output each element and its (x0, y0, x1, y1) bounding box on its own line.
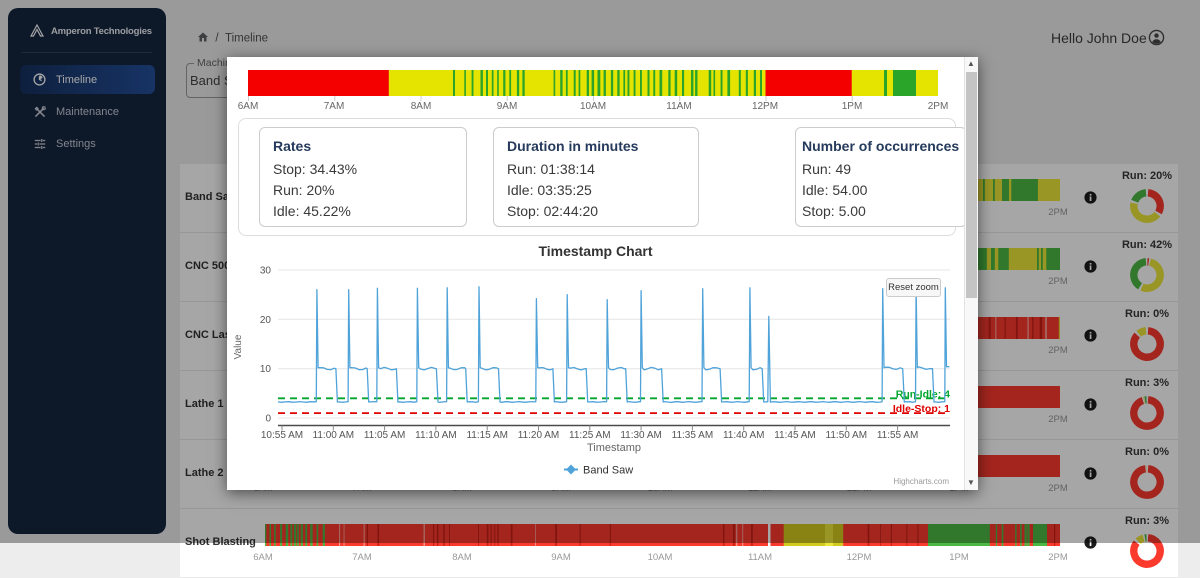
svg-text:10:55 AM: 10:55 AM (261, 430, 303, 441)
svg-text:11:35 AM: 11:35 AM (672, 430, 714, 441)
svg-text:11:40 AM: 11:40 AM (723, 430, 765, 441)
svg-text:30: 30 (260, 266, 272, 277)
svg-text:11:30 AM: 11:30 AM (620, 430, 662, 441)
svg-text:Run-Idle: 4: Run-Idle: 4 (896, 388, 950, 400)
svg-text:20: 20 (260, 315, 272, 326)
svg-text:11:20 AM: 11:20 AM (518, 430, 560, 441)
svg-text:11:55 AM: 11:55 AM (877, 430, 919, 441)
svg-text:11:05 AM: 11:05 AM (364, 430, 406, 441)
svg-text:10: 10 (260, 364, 272, 375)
svg-text:Value: Value (233, 334, 244, 359)
svg-text:Idle-Stop: 1: Idle-Stop: 1 (893, 403, 950, 415)
svg-text:Band Saw: Band Saw (583, 465, 633, 477)
svg-text:Highcharts.com: Highcharts.com (893, 477, 949, 486)
svg-text:0: 0 (265, 414, 271, 425)
svg-text:11:45 AM: 11:45 AM (774, 430, 816, 441)
svg-text:11:25 AM: 11:25 AM (569, 430, 611, 441)
svg-text:11:15 AM: 11:15 AM (466, 430, 508, 441)
svg-text:Timestamp: Timestamp (587, 442, 641, 454)
svg-text:11:00 AM: 11:00 AM (313, 430, 355, 441)
svg-text:11:50 AM: 11:50 AM (826, 430, 868, 441)
svg-text:11:10 AM: 11:10 AM (415, 430, 457, 441)
